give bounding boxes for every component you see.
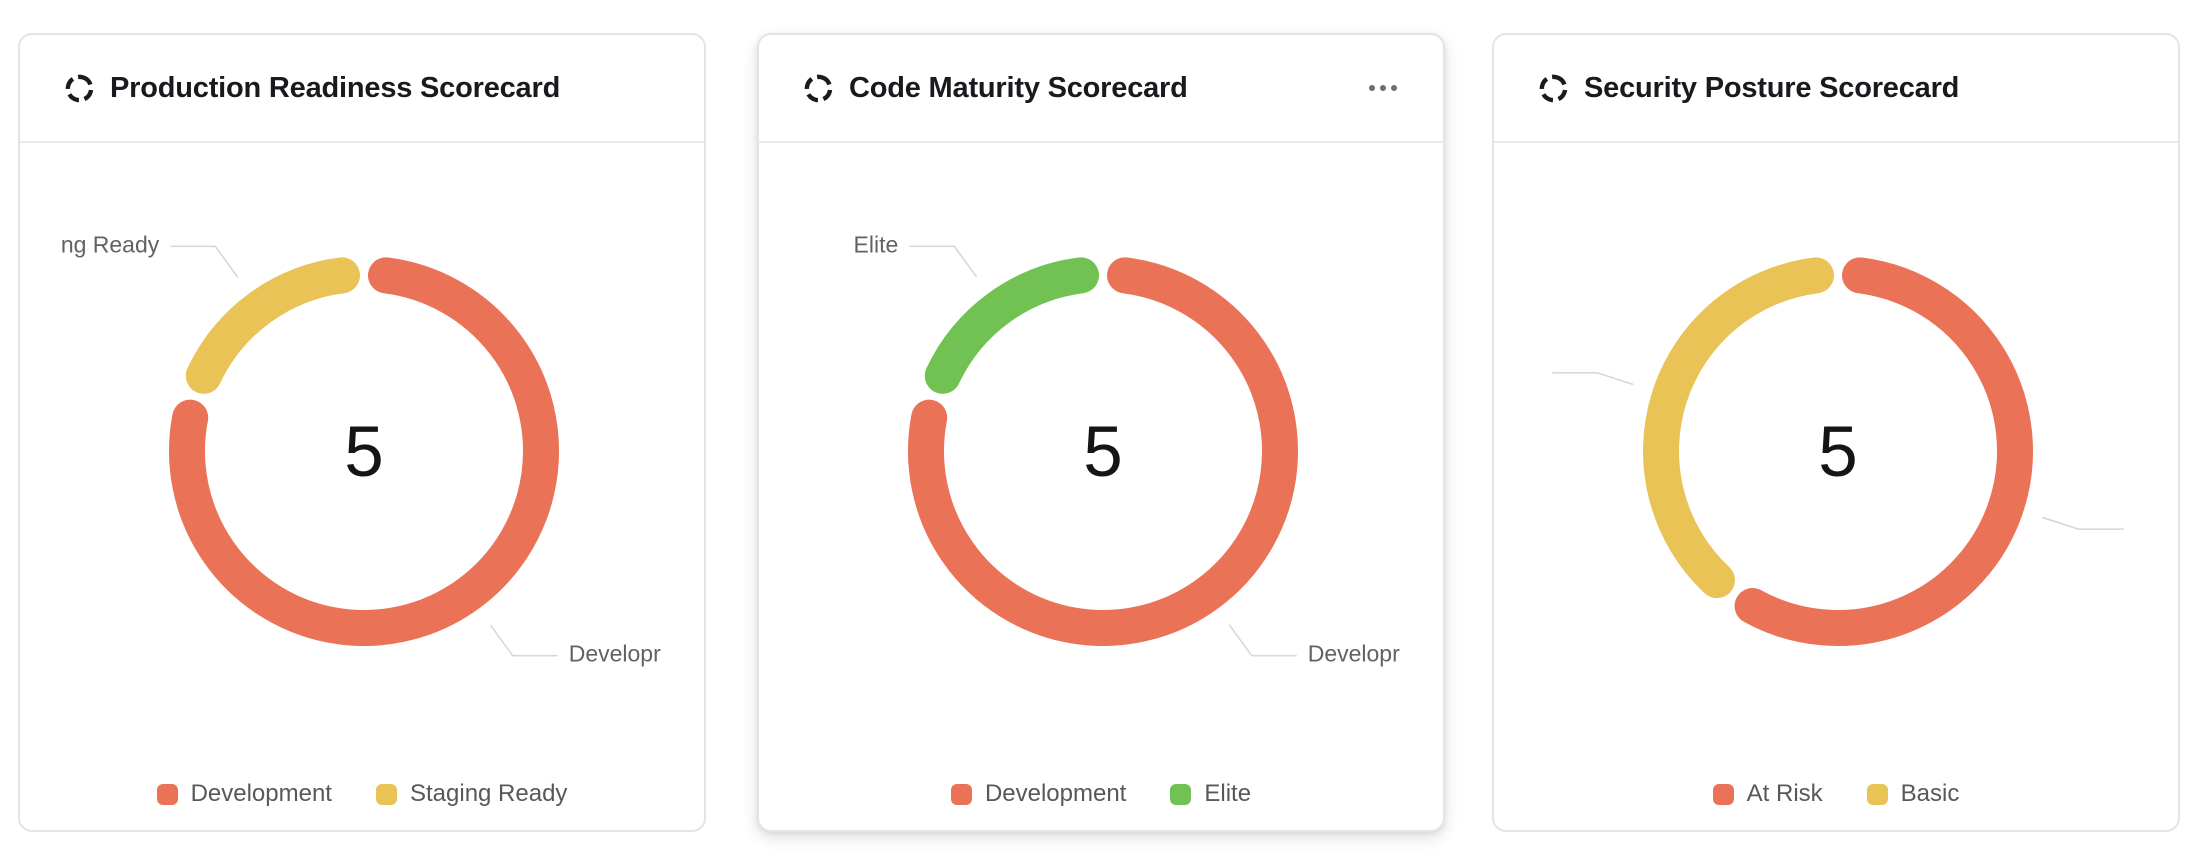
donut-chart-icon [804, 74, 833, 102]
chart-area: Developr ng Ready 5 [20, 144, 708, 764]
legend-swatch [375, 783, 397, 805]
callout-label: Developr [1308, 641, 1400, 667]
donut-chart[interactable]: 5 [1494, 144, 2182, 764]
legend-label: At Risk [1746, 780, 1823, 807]
card-title: Production Readiness Scorecard [110, 71, 561, 104]
legend-label: Basic [1900, 780, 1960, 807]
callout-label: ng Ready [61, 231, 160, 257]
donut-chart-icon [1539, 74, 1568, 102]
legend-item-basic[interactable]: Basic [1866, 780, 1960, 808]
legend-item-development[interactable]: Development [950, 780, 1127, 808]
chart-area: 5 [1494, 144, 2182, 764]
donut-segment-basic[interactable] [1643, 257, 1835, 599]
card-title: Code Maturity Scorecard [849, 71, 1188, 104]
donut-chart-icon [65, 74, 94, 102]
legend-item-elite[interactable]: Elite [1170, 780, 1251, 808]
card-header: Code Maturity Scorecard [759, 35, 1443, 143]
donut-center-total: 5 [1818, 413, 1858, 492]
ellipsis-dot [1391, 85, 1397, 91]
legend-item-staging-ready[interactable]: Staging Ready [375, 780, 568, 808]
callout-leader-line [170, 245, 239, 278]
callout-label: Developr [569, 641, 661, 667]
donut-chart[interactable]: Developr ng Ready 5 [20, 144, 708, 764]
chart-legend: Development Elite [759, 780, 1443, 808]
scorecard-card-security-posture: Security Posture Scorecard 5 At Risk Basi… [1492, 33, 2180, 832]
scorecard-card-code-maturity: Code Maturity Scorecard Developr Elite 5 D… [757, 33, 1445, 832]
callout-leader-line [1228, 624, 1297, 657]
donut-center-total: 5 [344, 413, 384, 492]
callout-leader-line [489, 624, 558, 657]
callout-leader-line [1552, 372, 1634, 386]
legend-label: Staging Ready [409, 780, 568, 807]
legend-item-at-risk[interactable]: At Risk [1712, 780, 1823, 808]
donut-segment-staging-ready[interactable] [185, 257, 361, 394]
donut-segment-elite[interactable] [924, 257, 1100, 394]
legend-swatch [156, 783, 178, 805]
chart-legend: At Risk Basic [1494, 780, 2178, 808]
callout-leader-line [2042, 516, 2124, 530]
card-header: Security Posture Scorecard [1494, 35, 2178, 143]
legend-swatch [1866, 783, 1888, 805]
callout-label: Elite [854, 231, 899, 257]
ellipsis-dot [1369, 85, 1375, 91]
legend-swatch [1712, 783, 1734, 805]
legend-label: Development [984, 780, 1127, 807]
donut-center-total: 5 [1083, 413, 1123, 492]
scorecard-card-production-readiness: Production Readiness Scorecard Developr n… [18, 33, 706, 832]
card-title: Security Posture Scorecard [1584, 71, 1960, 104]
legend-label: Development [190, 780, 332, 807]
legend-label: Elite [1204, 780, 1252, 807]
donut-segment-development[interactable] [908, 257, 1298, 646]
ellipsis-dot [1380, 85, 1386, 91]
legend-swatch [1170, 783, 1192, 805]
card-header: Production Readiness Scorecard [20, 35, 704, 143]
chart-area: Developr Elite 5 [759, 144, 1447, 764]
donut-segment-development[interactable] [169, 257, 559, 646]
donut-segment-at-risk[interactable] [1734, 257, 2033, 646]
ellipsis-menu-button[interactable] [1363, 77, 1403, 99]
legend-swatch [950, 783, 972, 805]
donut-chart[interactable]: Developr Elite 5 [759, 144, 1447, 764]
callout-leader-line [909, 245, 978, 278]
legend-item-development[interactable]: Development [156, 780, 332, 808]
chart-legend: Development Staging Ready [20, 780, 704, 808]
